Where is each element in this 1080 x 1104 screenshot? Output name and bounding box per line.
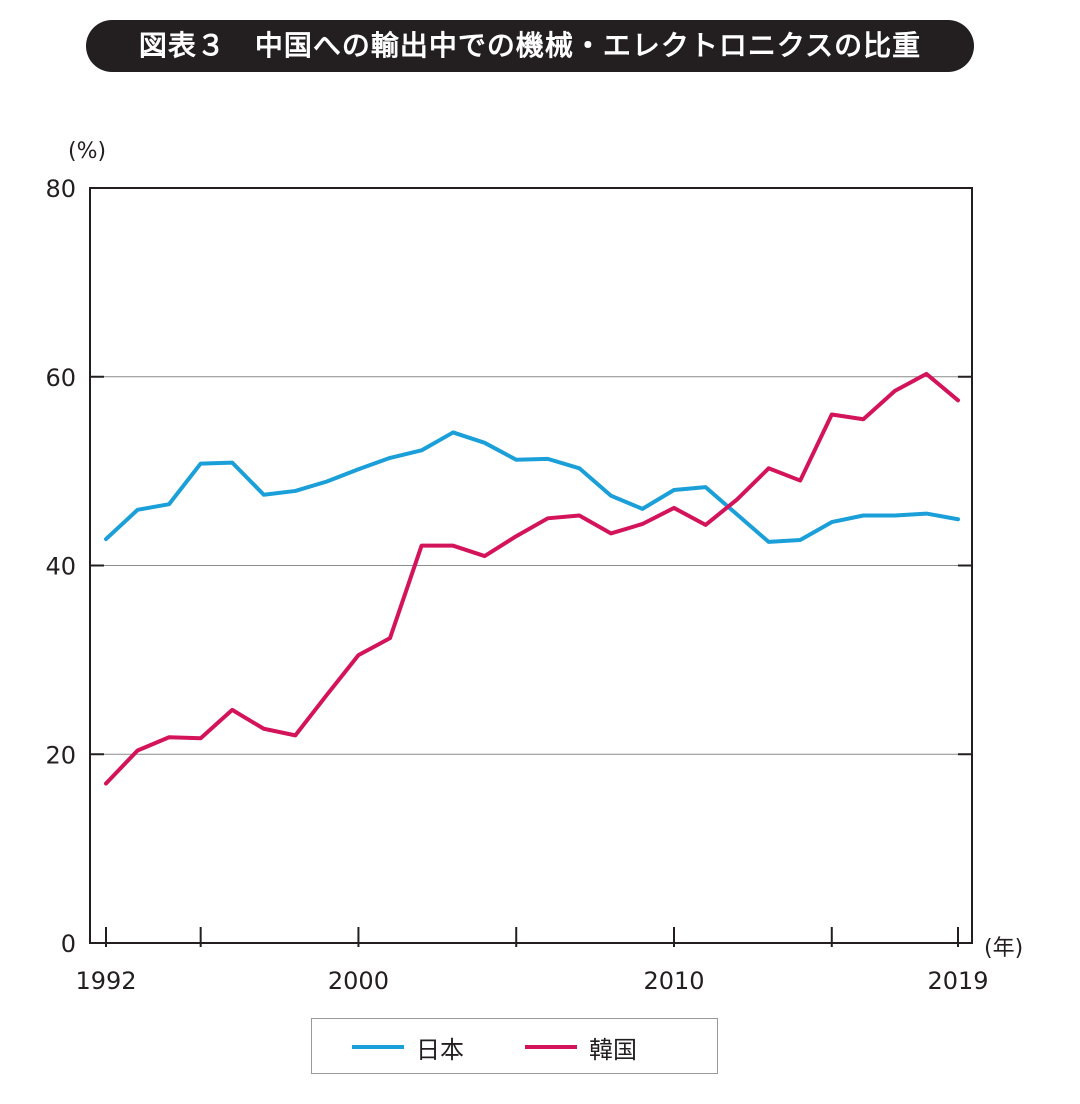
chart-title: 図表３ 中国への輸出中での機械・エレクトロニクスの比重 (138, 29, 922, 62)
x-tick-label: 2000 (328, 967, 389, 995)
y-axis-unit-label: (%) (68, 139, 106, 164)
x-tick-label: 2019 (927, 967, 988, 995)
y-tick-label: 0 (61, 930, 76, 958)
series-line-korea (104, 371, 960, 786)
legend-swatch-korea (525, 1045, 577, 1049)
legend-label-korea: 韓国 (589, 1035, 637, 1064)
legend-label-japan: 日本 (416, 1035, 464, 1064)
legend: 日本 韓国 (311, 1018, 718, 1074)
x-tick-label: 2010 (643, 967, 704, 995)
legend-item-korea: 韓国 (525, 1019, 637, 1075)
legend-item-japan: 日本 (352, 1019, 464, 1075)
x-axis-unit-label: (年) (984, 936, 1023, 961)
series-line-japan (104, 430, 960, 544)
y-tick-label: 20 (45, 741, 76, 769)
y-tick-label: 60 (45, 364, 76, 392)
x-tick-label: 1992 (75, 967, 136, 995)
title-banner: 図表３ 中国への輸出中での機械・エレクトロニクスの比重 (86, 20, 974, 72)
y-tick-label: 40 (45, 553, 76, 581)
y-tick-label: 80 (45, 175, 76, 203)
legend-swatch-japan (352, 1045, 404, 1049)
